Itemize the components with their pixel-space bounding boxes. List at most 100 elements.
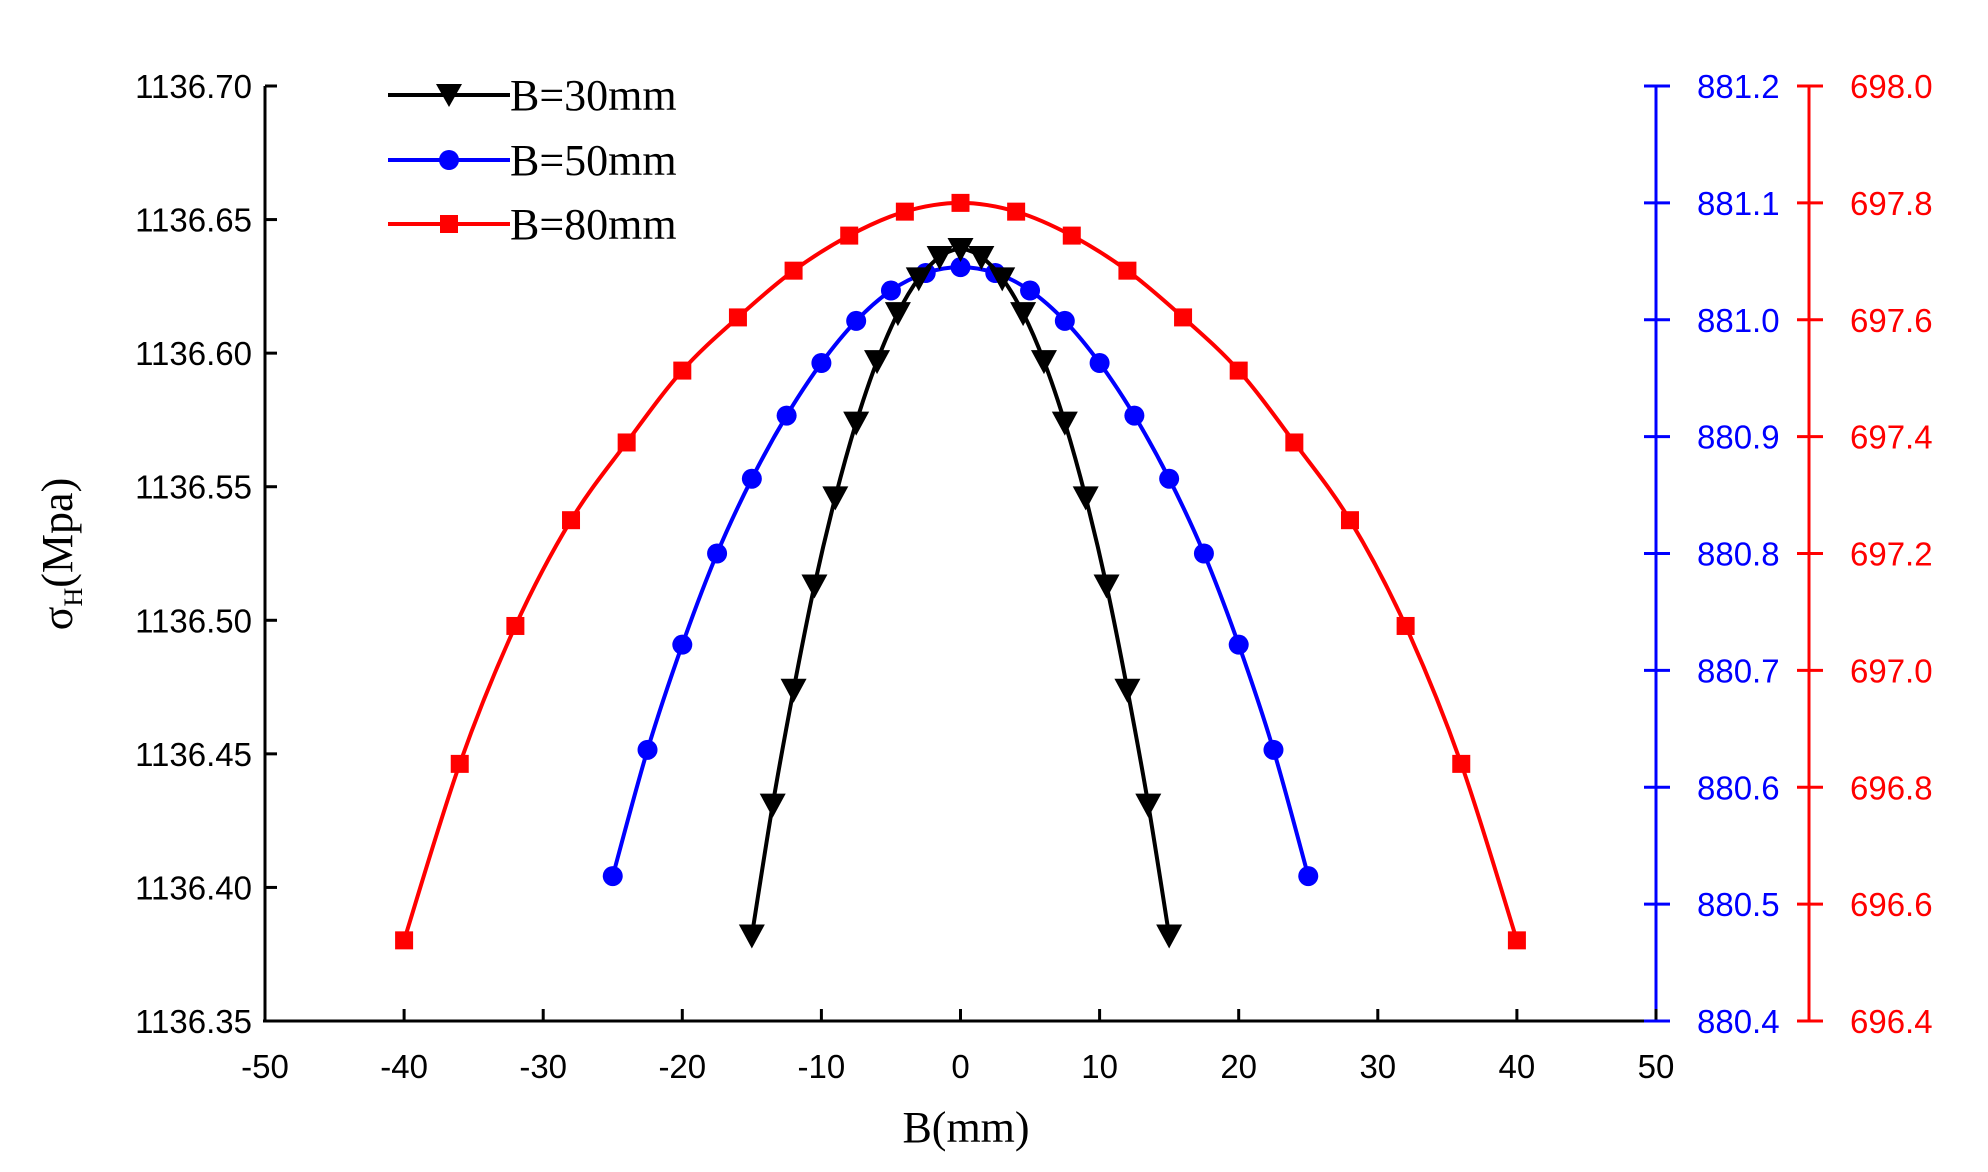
red-axis-tick-label: 696.6	[1850, 886, 1933, 923]
y-axis-title-subscript: H	[59, 588, 88, 607]
red-axis-tick-label: 696.8	[1850, 769, 1933, 806]
data-point-b30mm	[822, 486, 849, 511]
data-point-b80mm	[617, 433, 636, 452]
data-point-b50mm	[811, 352, 832, 373]
y-axis-title-symbol: σ	[33, 606, 82, 630]
series-layer	[395, 193, 1526, 950]
legend-marker-b30	[436, 84, 462, 107]
blue-axis-tick-label: 880.5	[1697, 886, 1780, 923]
blue-axis-tick-label: 881.0	[1697, 302, 1780, 339]
data-point-b50mm	[1089, 352, 1110, 373]
left-axis-tick-label: 1136.50	[135, 602, 252, 639]
data-point-b80mm	[562, 511, 581, 530]
left-axis-tick-label: 1136.65	[135, 202, 252, 239]
data-point-b80mm	[1396, 616, 1415, 635]
legend-marker-b80	[440, 215, 458, 233]
data-point-b80mm	[1452, 754, 1471, 773]
data-point-b50mm	[602, 866, 623, 887]
data-point-b80mm	[784, 261, 803, 280]
data-point-b50mm	[1228, 634, 1249, 655]
x-tick-label: -30	[519, 1048, 567, 1085]
red-axis-tick-label: 697.6	[1850, 302, 1933, 339]
data-point-b80mm	[506, 616, 525, 635]
data-point-b30mm	[801, 574, 828, 599]
legend-item-b30: B=30mm	[388, 71, 677, 120]
x-tick-label: 0	[951, 1048, 969, 1085]
x-tick-label: -40	[380, 1048, 428, 1085]
data-point-b30mm	[864, 350, 891, 375]
data-point-b30mm	[884, 302, 911, 327]
plot-frame	[263, 86, 1811, 1023]
data-point-b80mm	[395, 931, 414, 950]
data-point-b50mm	[672, 634, 693, 655]
data-point-b50mm	[846, 310, 867, 331]
y-axis-title-unit: (Mpa)	[33, 478, 82, 588]
x-tick-label: 30	[1359, 1048, 1396, 1085]
x-axis-ticks: -50 -40 -30 -20 -10 0 10 20 30 40 50	[241, 1009, 1674, 1085]
red-axis-ticks: 696.4 696.6 696.8 697.0 697.2 697.4 697.6 697.8…	[1797, 68, 1933, 1040]
blue-axis-tick-label: 880.4	[1697, 1003, 1780, 1040]
series-b80mm	[395, 193, 1526, 950]
data-point-b30mm	[1030, 350, 1057, 375]
data-point-b50mm	[776, 405, 797, 426]
blue-axis-tick-label: 880.7	[1697, 652, 1780, 689]
data-point-b80mm	[1007, 202, 1026, 221]
data-point-b50mm	[1054, 310, 1075, 331]
data-point-b80mm	[1229, 361, 1248, 380]
data-point-b30mm	[1156, 924, 1183, 949]
series-line-b50mm	[610, 265, 1311, 877]
left-axis-tick-label: 1136.60	[135, 335, 252, 372]
data-point-b80mm	[840, 226, 859, 245]
data-point-b50mm	[1263, 739, 1284, 760]
data-point-b30mm	[759, 793, 786, 818]
data-point-b30mm	[968, 245, 995, 270]
data-point-b50mm	[707, 543, 728, 564]
red-axis-tick-label: 697.8	[1850, 185, 1933, 222]
data-point-b30mm	[905, 267, 932, 292]
data-point-b30mm	[1135, 793, 1162, 818]
left-axis-tick-label: 1136.45	[135, 736, 252, 773]
left-axis-tick-label: 1136.70	[135, 68, 252, 105]
left-axis-tick-label: 1136.35	[135, 1003, 252, 1040]
x-tick-label: 50	[1638, 1048, 1675, 1085]
data-point-b80mm	[1285, 433, 1304, 452]
red-axis-tick-label: 698.0	[1850, 68, 1933, 105]
data-point-b30mm	[738, 924, 765, 949]
data-point-b30mm	[780, 678, 807, 703]
legend-label-b50: B=50mm	[510, 136, 677, 185]
data-point-b50mm	[741, 468, 762, 489]
data-point-b50mm	[1298, 866, 1319, 887]
blue-axis-tick-label: 881.1	[1697, 185, 1780, 222]
x-axis-title: B(mm)	[902, 1103, 1029, 1152]
data-point-b80mm	[1174, 308, 1193, 327]
left-axis-tick-label: 1136.40	[135, 869, 252, 906]
data-point-b80mm	[951, 193, 970, 212]
data-point-b80mm	[728, 308, 747, 327]
data-point-b80mm	[1118, 261, 1137, 280]
x-tick-label: 40	[1499, 1048, 1536, 1085]
data-point-b50mm	[1193, 543, 1214, 564]
data-point-b50mm	[1159, 468, 1180, 489]
data-point-b80mm	[895, 202, 914, 221]
data-point-b80mm	[1062, 226, 1081, 245]
red-axis-tick-label: 697.2	[1850, 536, 1933, 573]
data-point-b30mm	[947, 237, 974, 262]
red-axis-tick-label: 697.0	[1850, 652, 1933, 689]
legend-label-b30: B=30mm	[510, 71, 677, 120]
blue-axis-tick-label: 880.6	[1697, 769, 1780, 806]
x-tick-label: 10	[1081, 1048, 1118, 1085]
data-point-b80mm	[673, 361, 692, 380]
data-point-b50mm	[1020, 280, 1041, 301]
x-tick-label: -10	[798, 1048, 846, 1085]
blue-axis-ticks: 880.4 880.5 880.6 880.7 880.8 880.9 881.0 881.1…	[1644, 68, 1780, 1040]
blue-axis-tick-label: 880.8	[1697, 536, 1780, 573]
data-point-b80mm	[1507, 931, 1526, 950]
legend: B=30mm B=50mm B=80mm	[388, 71, 677, 249]
x-tick-label: -20	[658, 1048, 706, 1085]
data-point-b30mm	[843, 411, 870, 436]
blue-axis-tick-label: 881.2	[1697, 68, 1780, 105]
legend-label-b80: B=80mm	[510, 200, 677, 249]
data-point-b50mm	[637, 739, 658, 760]
legend-marker-b50	[439, 150, 459, 170]
